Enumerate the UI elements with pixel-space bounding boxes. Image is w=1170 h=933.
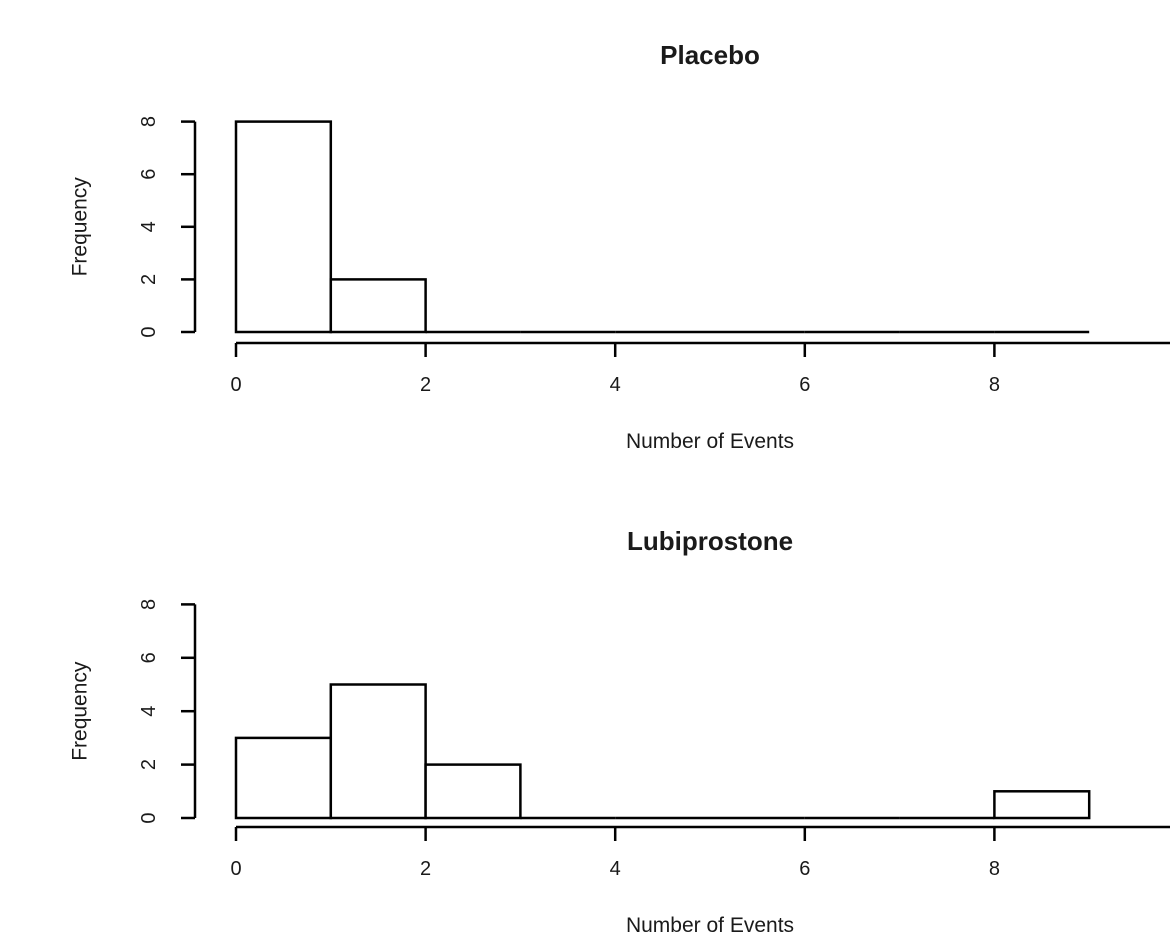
placebo-y-tick-label: 6 <box>138 169 160 180</box>
lubiprostone-x-tick-label: 2 <box>420 858 431 880</box>
placebo-histogram-bar <box>329 278 427 334</box>
lubiprostone-x-tick-label: 0 <box>230 858 241 880</box>
lubiprostone-histogram-bar <box>993 790 1091 820</box>
lubiprostone-y-tick-label: 6 <box>138 652 160 663</box>
lubiprostone-y-tick-label: 2 <box>138 759 160 770</box>
placebo-chart-title: Placebo <box>660 40 760 70</box>
placebo-histogram-bar <box>234 120 333 334</box>
placebo-x-axis-label: Number of Events <box>626 430 794 453</box>
placebo-y-tick-label: 4 <box>138 221 160 232</box>
lubiprostone-y-tick-label: 4 <box>138 706 160 717</box>
placebo-y-tick-label: 8 <box>138 116 160 127</box>
placebo-histogram-panel: Placebo024681002468Number of EventsFrequ… <box>69 40 1170 453</box>
placebo-y-axis-label: Frequency <box>69 177 92 277</box>
lubiprostone-x-tick-label: 8 <box>989 858 1000 880</box>
placebo-x-tick-label: 0 <box>230 374 241 396</box>
lubiprostone-x-axis-label: Number of Events <box>626 914 794 933</box>
placebo-x-tick-label: 8 <box>989 374 1000 396</box>
lubiprostone-x-tick-label: 6 <box>799 858 810 880</box>
lubiprostone-y-tick-label: 0 <box>138 812 160 823</box>
lubiprostone-histogram-bar <box>329 683 427 820</box>
lubiprostone-y-tick-label: 8 <box>138 599 160 610</box>
lubiprostone-histogram-bar <box>424 763 522 820</box>
lubiprostone-chart-title: Lubiprostone <box>627 526 793 556</box>
lubiprostone-histogram-panel: Lubiprostone024681002468Number of Events… <box>69 526 1170 933</box>
placebo-x-tick-label: 6 <box>799 374 810 396</box>
placebo-x-tick-label: 4 <box>610 374 621 396</box>
placebo-y-tick-label: 0 <box>138 326 160 337</box>
placebo-x-tick-label: 2 <box>420 374 431 396</box>
lubiprostone-histogram-bar <box>234 736 333 820</box>
lubiprostone-y-axis-label: Frequency <box>69 661 92 761</box>
placebo-y-tick-label: 2 <box>138 274 160 285</box>
lubiprostone-x-tick-label: 4 <box>610 858 621 880</box>
